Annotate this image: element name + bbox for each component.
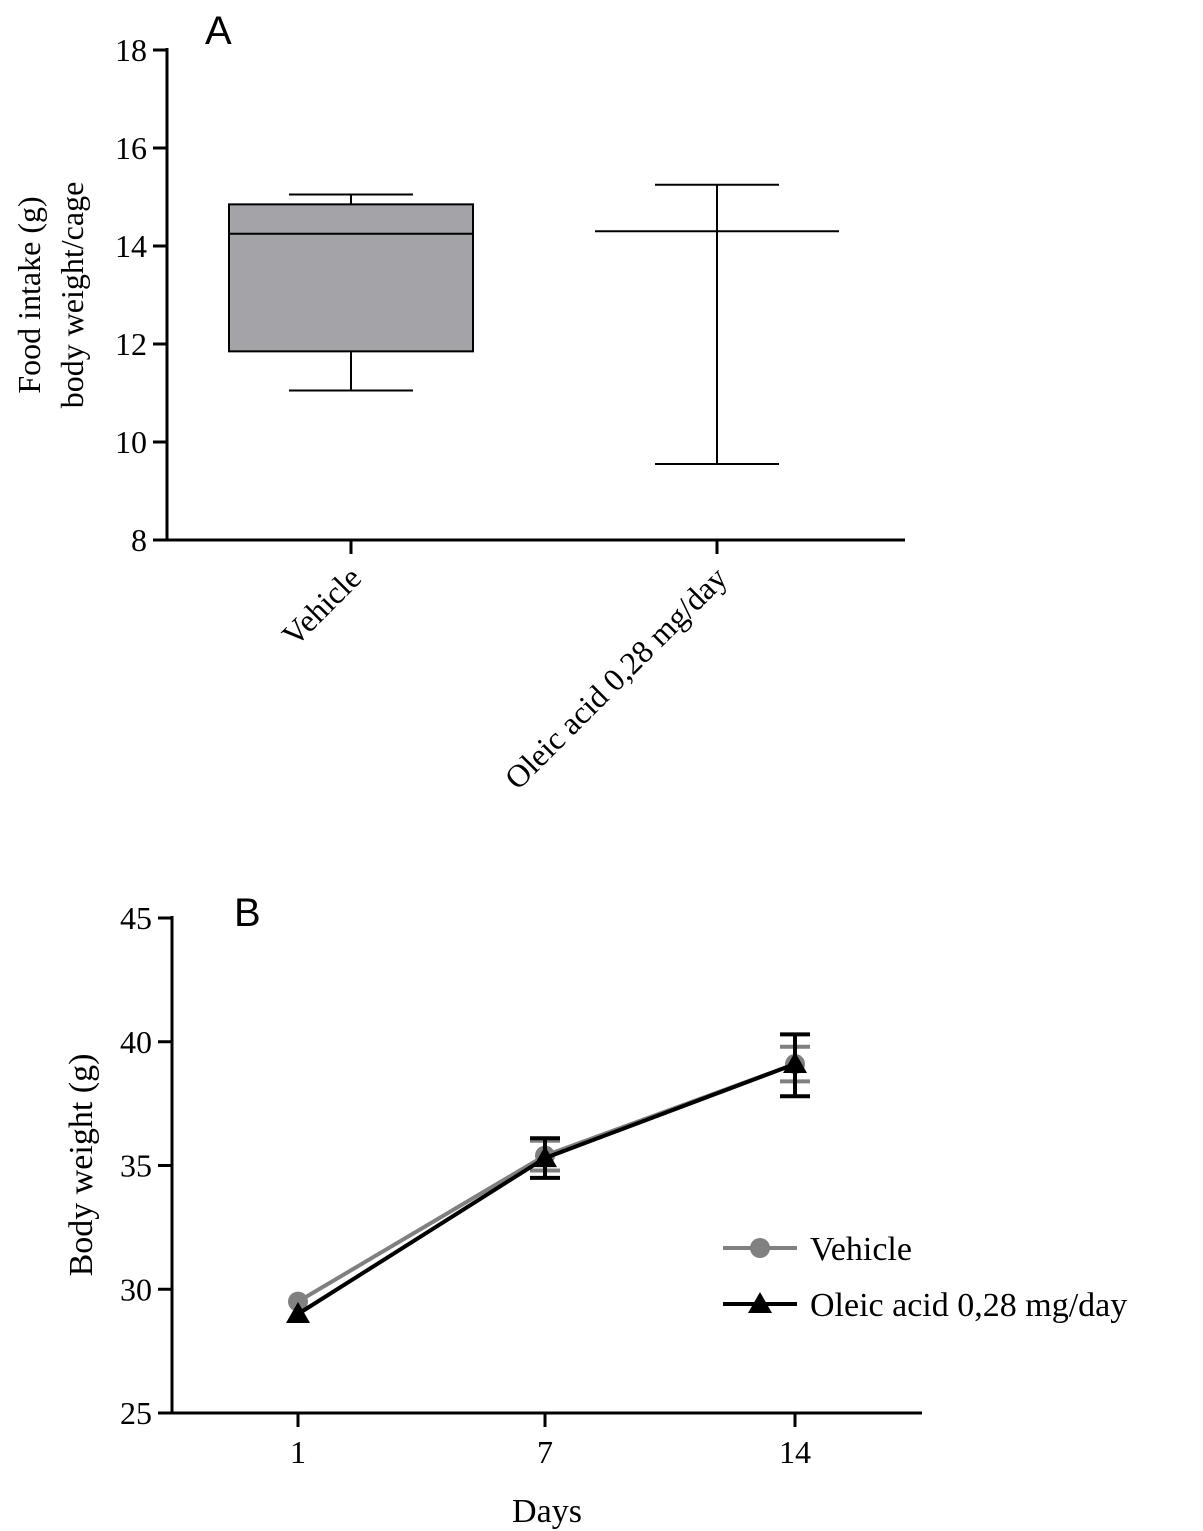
data-point-triangle (783, 1052, 807, 1074)
y-axis-label-a-line1: Food intake (g) (11, 196, 47, 393)
legend-marker-circle (750, 1238, 770, 1258)
y-tick-label-a: 10 (115, 424, 147, 460)
y-tick-label-b: 30 (120, 1271, 152, 1307)
legend-marker-triangle (748, 1292, 772, 1313)
y-tick-label-a: 18 (115, 32, 147, 68)
panel-a: A 8 10 12 14 16 18 Food intake (g) body weight/c… (11, 9, 905, 796)
y-tick-label-a: 16 (115, 130, 147, 166)
y-axis-label-a-line2: body weight/cage (54, 182, 90, 409)
y-tick-label-b: 40 (120, 1024, 152, 1060)
legend-label: Oleic acid 0,28 mg/day (810, 1287, 1127, 1324)
y-tick-label-a: 14 (115, 228, 147, 264)
x-tick-label-b: 1 (290, 1434, 306, 1470)
y-tick-label-b: 35 (120, 1148, 152, 1184)
x-tick-label-b: 7 (537, 1434, 553, 1470)
category-label-a: Oleic acid 0,28 mg/day (497, 559, 734, 796)
panel-label-a: A (205, 9, 232, 53)
x-axis-label-b: Days (512, 1493, 582, 1530)
x-tick-label-b: 14 (779, 1434, 811, 1470)
series-line (296, 1062, 796, 1316)
panel-label-b: B (234, 891, 261, 935)
category-label-a: Vehicle (275, 559, 368, 652)
y-tick-label-a: 8 (131, 522, 147, 558)
data-point-circle (288, 1291, 308, 1312)
panel-b: B 25 30 35 40 45 1 7 14 Days Body weight (g) Vehicl… (63, 891, 1127, 1530)
box (228, 203, 474, 353)
y-tick-label-a: 12 (115, 326, 147, 362)
legend: Vehicle Oleic acid 0,28 mg/day (723, 1231, 1127, 1324)
data-point-triangle (286, 1302, 310, 1323)
y-tick-label-b: 45 (120, 900, 152, 936)
y-tick-label-b: 25 (120, 1395, 152, 1431)
y-axis-label-b: Body weight (g) (63, 1054, 100, 1277)
legend-label: Vehicle (810, 1231, 912, 1268)
data-point-triangle (533, 1146, 557, 1168)
